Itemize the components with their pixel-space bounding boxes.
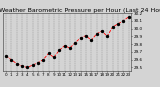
Point (85, 35, 87, 36)
Point (79, 37, 82, 39)
Point (26, 67, 28, 68)
Point (5, 55, 7, 56)
Point (58, 50, 60, 51)
Point (122, 20, 124, 21)
Point (37, 62, 39, 64)
Point (10, 59, 12, 60)
Point (53, 57, 55, 58)
Point (74, 42, 76, 43)
Point (127, 16, 130, 18)
Point (15, 63, 18, 64)
Point (106, 36, 108, 37)
Point (31, 64, 34, 66)
Point (101, 30, 103, 32)
Title: Milwaukee Weather Barometric Pressure per Hour (Last 24 Hours): Milwaukee Weather Barometric Pressure pe… (0, 8, 160, 13)
Point (47, 53, 50, 54)
Point (90, 40, 92, 41)
Point (117, 23, 119, 25)
Point (42, 59, 44, 60)
Point (63, 45, 66, 46)
Point (111, 26, 114, 28)
Point (69, 47, 71, 49)
Point (21, 65, 23, 67)
Point (95, 33, 98, 35)
